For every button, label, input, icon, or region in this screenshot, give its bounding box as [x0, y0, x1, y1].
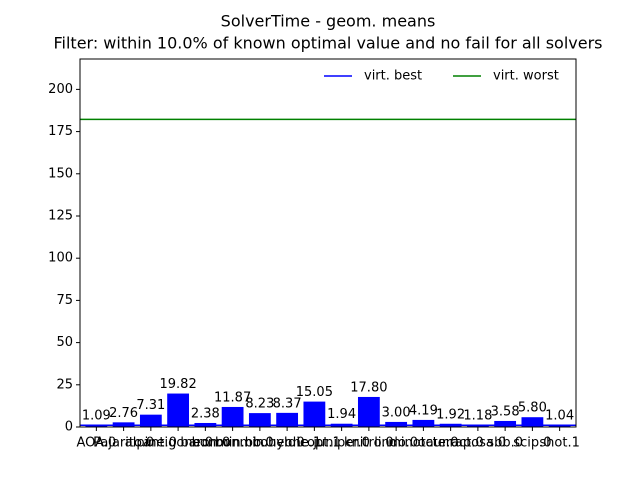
x-tick-label: scip.0 — [513, 436, 551, 451]
value-label: 11.87 — [214, 390, 251, 405]
bar — [494, 420, 517, 427]
x-tick-label: juniper.0 — [312, 436, 370, 451]
y-tick-label: 0 — [65, 420, 73, 435]
chart-title: SolverTime - geom. means — [221, 12, 436, 31]
bar — [248, 413, 271, 427]
value-label: 2.38 — [191, 406, 220, 421]
x-tick-label: alpine.0 — [125, 436, 177, 451]
value-label: 19.82 — [160, 377, 197, 392]
value-label: 3.58 — [491, 404, 520, 419]
value-label: 8.23 — [245, 397, 274, 412]
value-label: 7.31 — [136, 398, 165, 413]
value-label: 1.92 — [436, 407, 465, 422]
value-label: 5.80 — [518, 401, 547, 416]
x-tick-label: AOA.0 — [76, 436, 116, 451]
x-tick-label: shot.1 — [539, 436, 579, 451]
y-tick-label: 75 — [56, 293, 73, 308]
y-tick-label: 175 — [48, 124, 73, 139]
y-tick-label: 125 — [48, 208, 73, 223]
legend-label: virt. best — [364, 69, 422, 84]
x-tick-label: raposa.0 — [450, 436, 507, 451]
bar — [548, 425, 571, 427]
value-label: 17.80 — [350, 380, 387, 395]
x-tick-label: sbb.0 — [487, 436, 523, 451]
bar — [303, 401, 326, 427]
x-tick-label: couenne.1 — [253, 436, 321, 451]
x-tick-label: lindo.0 — [374, 436, 418, 451]
bar — [85, 425, 108, 427]
y-tick-label: 100 — [48, 251, 73, 266]
x-tick-label: bonmin.hyb.0 — [215, 436, 305, 451]
x-tick-label: knitro.0 — [344, 436, 394, 451]
bar — [221, 406, 244, 427]
value-label: 3.00 — [382, 405, 411, 420]
value-label: 4.19 — [409, 403, 438, 418]
x-tick-label: octeract.0 — [418, 436, 484, 451]
legend-label: virt. worst — [493, 69, 559, 84]
y-tick-label: 25 — [56, 377, 73, 392]
bar — [167, 393, 190, 427]
x-tick-label: antigone.0 — [143, 436, 213, 451]
chart-subtitle: Filter: within 10.0% of known optimal va… — [53, 34, 602, 53]
x-tick-label: Pajarito.0 — [93, 436, 154, 451]
plot-frame — [79, 58, 577, 428]
value-label: 1.04 — [545, 409, 574, 424]
bar — [521, 417, 544, 427]
value-label: 1.18 — [463, 409, 492, 424]
y-tick-label: 50 — [56, 335, 73, 350]
bar — [357, 396, 380, 427]
bar — [139, 414, 162, 427]
value-label: 1.09 — [82, 409, 111, 424]
bar — [412, 419, 435, 427]
x-tick-label: dicopt.1 — [288, 436, 341, 451]
value-label: 1.94 — [327, 407, 356, 422]
bar — [385, 421, 408, 427]
bar — [276, 412, 299, 427]
value-label: 15.05 — [296, 385, 333, 400]
x-tick-label: baron.0 — [180, 436, 230, 451]
x-tick-label: bonmin.bb.0 — [192, 436, 274, 451]
y-tick-label: 200 — [48, 82, 73, 97]
value-label: 2.76 — [109, 406, 138, 421]
y-tick-label: 150 — [48, 166, 73, 181]
value-label: 8.37 — [273, 396, 302, 411]
x-tick-label: minotaur.0 — [388, 436, 458, 451]
